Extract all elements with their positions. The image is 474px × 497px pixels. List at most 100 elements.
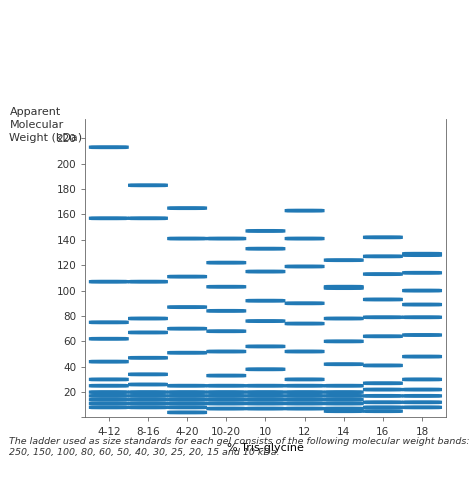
FancyBboxPatch shape: [363, 400, 403, 404]
FancyBboxPatch shape: [167, 305, 207, 309]
FancyBboxPatch shape: [363, 315, 403, 319]
FancyBboxPatch shape: [89, 406, 129, 410]
FancyBboxPatch shape: [402, 388, 442, 392]
FancyBboxPatch shape: [402, 333, 442, 337]
FancyBboxPatch shape: [324, 409, 364, 413]
FancyBboxPatch shape: [402, 400, 442, 404]
FancyBboxPatch shape: [363, 334, 403, 338]
FancyBboxPatch shape: [246, 367, 285, 371]
FancyBboxPatch shape: [167, 384, 207, 388]
FancyBboxPatch shape: [284, 384, 325, 388]
FancyBboxPatch shape: [246, 344, 285, 348]
FancyBboxPatch shape: [89, 394, 129, 398]
FancyBboxPatch shape: [324, 407, 364, 411]
FancyBboxPatch shape: [324, 390, 364, 394]
FancyBboxPatch shape: [284, 301, 325, 305]
FancyBboxPatch shape: [402, 394, 442, 398]
FancyBboxPatch shape: [206, 398, 246, 402]
FancyBboxPatch shape: [89, 321, 129, 324]
FancyBboxPatch shape: [363, 394, 403, 398]
FancyBboxPatch shape: [363, 298, 403, 302]
FancyBboxPatch shape: [167, 237, 207, 241]
FancyBboxPatch shape: [128, 280, 168, 284]
FancyBboxPatch shape: [89, 384, 129, 388]
FancyBboxPatch shape: [128, 383, 168, 387]
FancyBboxPatch shape: [206, 407, 246, 411]
FancyBboxPatch shape: [363, 388, 403, 392]
FancyBboxPatch shape: [363, 254, 403, 258]
FancyBboxPatch shape: [167, 275, 207, 279]
FancyBboxPatch shape: [167, 206, 207, 210]
FancyBboxPatch shape: [402, 377, 442, 381]
FancyBboxPatch shape: [206, 374, 246, 378]
FancyBboxPatch shape: [324, 286, 364, 290]
FancyBboxPatch shape: [167, 398, 207, 402]
FancyBboxPatch shape: [402, 354, 442, 358]
FancyBboxPatch shape: [284, 407, 325, 411]
FancyBboxPatch shape: [128, 356, 168, 360]
FancyBboxPatch shape: [284, 377, 325, 381]
FancyBboxPatch shape: [128, 331, 168, 334]
FancyBboxPatch shape: [402, 406, 442, 410]
FancyBboxPatch shape: [284, 390, 325, 394]
FancyBboxPatch shape: [324, 317, 364, 321]
Text: Apparent
Molecular
Weight (kDa): Apparent Molecular Weight (kDa): [9, 107, 82, 143]
FancyBboxPatch shape: [246, 299, 285, 303]
FancyBboxPatch shape: [284, 349, 325, 353]
FancyBboxPatch shape: [284, 264, 325, 268]
FancyBboxPatch shape: [363, 381, 403, 385]
FancyBboxPatch shape: [128, 398, 168, 402]
FancyBboxPatch shape: [128, 402, 168, 406]
FancyBboxPatch shape: [206, 285, 246, 289]
FancyBboxPatch shape: [324, 362, 364, 366]
FancyBboxPatch shape: [167, 406, 207, 410]
FancyBboxPatch shape: [246, 394, 285, 398]
FancyBboxPatch shape: [402, 253, 442, 257]
FancyBboxPatch shape: [284, 402, 325, 406]
FancyBboxPatch shape: [206, 349, 246, 353]
FancyBboxPatch shape: [324, 384, 364, 388]
FancyBboxPatch shape: [363, 235, 403, 239]
FancyBboxPatch shape: [167, 402, 207, 406]
FancyBboxPatch shape: [128, 183, 168, 187]
FancyBboxPatch shape: [206, 309, 246, 313]
FancyBboxPatch shape: [284, 209, 325, 213]
FancyBboxPatch shape: [402, 271, 442, 275]
FancyBboxPatch shape: [206, 390, 246, 394]
FancyBboxPatch shape: [324, 398, 364, 402]
FancyBboxPatch shape: [128, 390, 168, 394]
FancyBboxPatch shape: [167, 351, 207, 355]
FancyBboxPatch shape: [324, 339, 364, 343]
FancyBboxPatch shape: [402, 303, 442, 307]
FancyBboxPatch shape: [324, 394, 364, 398]
FancyBboxPatch shape: [128, 216, 168, 220]
FancyBboxPatch shape: [246, 407, 285, 411]
FancyBboxPatch shape: [206, 384, 246, 388]
FancyBboxPatch shape: [363, 409, 403, 413]
FancyBboxPatch shape: [246, 319, 285, 323]
FancyBboxPatch shape: [284, 322, 325, 326]
FancyBboxPatch shape: [128, 394, 168, 398]
FancyBboxPatch shape: [363, 272, 403, 276]
FancyBboxPatch shape: [89, 390, 129, 394]
FancyBboxPatch shape: [246, 269, 285, 273]
FancyBboxPatch shape: [206, 394, 246, 398]
FancyBboxPatch shape: [89, 402, 129, 406]
FancyBboxPatch shape: [128, 372, 168, 376]
FancyBboxPatch shape: [402, 315, 442, 319]
FancyBboxPatch shape: [284, 398, 325, 402]
FancyBboxPatch shape: [246, 398, 285, 402]
FancyBboxPatch shape: [167, 411, 207, 414]
FancyBboxPatch shape: [284, 237, 325, 241]
FancyBboxPatch shape: [206, 402, 246, 406]
FancyBboxPatch shape: [246, 384, 285, 388]
FancyBboxPatch shape: [89, 377, 129, 381]
FancyBboxPatch shape: [89, 360, 129, 364]
FancyBboxPatch shape: [246, 229, 285, 233]
FancyBboxPatch shape: [89, 145, 129, 149]
FancyBboxPatch shape: [363, 406, 403, 410]
FancyBboxPatch shape: [206, 329, 246, 333]
FancyBboxPatch shape: [89, 216, 129, 220]
FancyBboxPatch shape: [206, 261, 246, 264]
FancyBboxPatch shape: [128, 317, 168, 321]
